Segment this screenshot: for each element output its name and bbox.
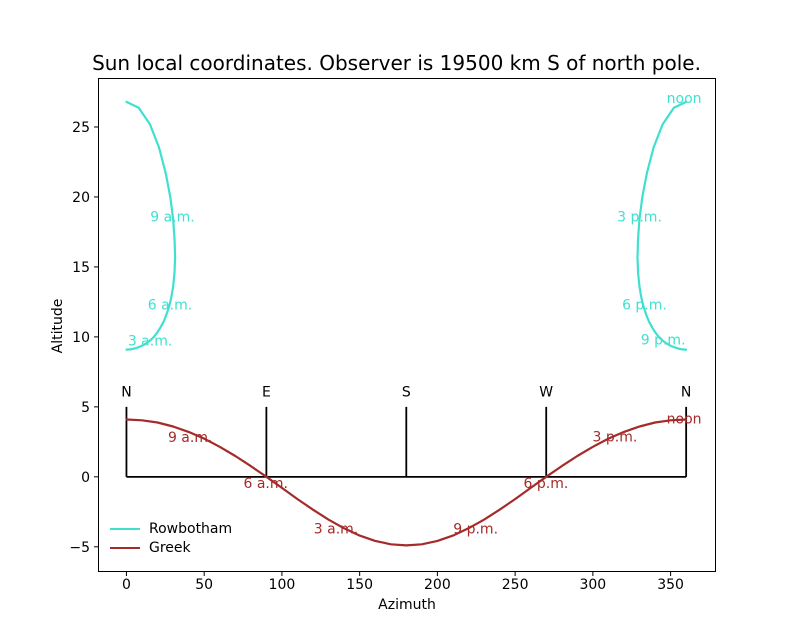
rowbotham-line-swatch: [110, 527, 140, 530]
svg-text:6 a.m.: 6 a.m.: [148, 298, 192, 314]
svg-text:150: 150: [346, 577, 373, 593]
svg-text:20: 20: [72, 190, 90, 206]
legend: Rowbotham Greek: [110, 519, 232, 557]
y-axis-ticks: −5 0 5 10 15 20 25: [69, 120, 98, 556]
svg-text:3 p.m.: 3 p.m.: [593, 429, 638, 445]
svg-text:0: 0: [81, 470, 90, 486]
svg-text:noon: noon: [667, 91, 702, 107]
series-line-rowbotham: [125, 100, 177, 351]
legend-entry-rowbotham: Rowbotham: [110, 519, 232, 538]
x-axis-ticks: 0 50 100 150 200 250 300 350: [122, 572, 684, 593]
svg-text:9 p.m.: 9 p.m.: [641, 333, 686, 349]
svg-text:15: 15: [72, 260, 90, 276]
svg-text:350: 350: [657, 577, 684, 593]
svg-text:25: 25: [72, 120, 90, 136]
legend-label-rowbotham: Rowbotham: [149, 520, 233, 537]
svg-text:9 a.m.: 9 a.m.: [150, 210, 194, 226]
svg-text:10: 10: [72, 330, 90, 346]
svg-text:3 p.m.: 3 p.m.: [617, 210, 662, 226]
x-axis-label: Azimuth: [378, 597, 436, 613]
svg-text:300: 300: [579, 577, 606, 593]
svg-text:−5: −5: [69, 540, 90, 556]
svg-text:5: 5: [81, 400, 90, 416]
svg-text:S: S: [402, 384, 411, 400]
time-annotations: 3 a.m. 6 a.m. 9 a.m. noon 3 p.m. 6 p.m. 9 p.m.…: [128, 91, 702, 538]
series-lines: [125, 100, 688, 547]
svg-text:9 a.m.: 9 a.m.: [168, 430, 212, 446]
svg-text:3 a.m.: 3 a.m.: [314, 522, 358, 538]
svg-text:6 p.m.: 6 p.m.: [524, 476, 569, 492]
svg-text:6 p.m.: 6 p.m.: [622, 298, 667, 314]
svg-text:noon: noon: [667, 411, 702, 427]
series-line-rowbotham: [636, 100, 688, 351]
svg-text:3 a.m.: 3 a.m.: [128, 333, 172, 349]
svg-text:E: E: [262, 384, 271, 400]
svg-text:250: 250: [502, 577, 529, 593]
svg-text:100: 100: [269, 577, 296, 593]
svg-text:0: 0: [122, 577, 131, 593]
svg-text:N: N: [121, 384, 131, 400]
svg-text:6 a.m.: 6 a.m.: [244, 476, 288, 492]
legend-entry-greek: Greek: [110, 538, 232, 557]
chart-title: Sun local coordinates. Observer is 19500…: [92, 51, 701, 75]
series-line-greek: [125, 418, 688, 547]
svg-text:200: 200: [424, 577, 451, 593]
svg-text:W: W: [539, 384, 553, 400]
axes-spines: [98, 78, 716, 572]
legend-label-greek: Greek: [149, 539, 191, 556]
svg-text:N: N: [681, 384, 691, 400]
svg-text:9 p.m.: 9 p.m.: [453, 522, 498, 538]
y-axis-label: Altitude: [50, 298, 66, 354]
svg-text:50: 50: [195, 577, 213, 593]
greek-line-swatch: [110, 546, 140, 549]
